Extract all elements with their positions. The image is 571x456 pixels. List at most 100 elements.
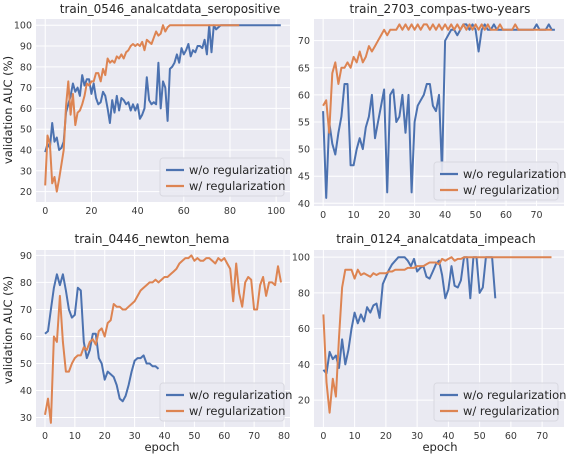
series-line-w-regularization — [322, 256, 552, 414]
x-tick-label: 80 — [278, 431, 290, 442]
y-tick-label: 20 — [20, 187, 32, 198]
y-tick-label: 100 — [292, 253, 310, 264]
legend-label: w/ regularization — [463, 183, 559, 197]
series-lines — [322, 23, 555, 199]
y-tick-label: 40 — [20, 146, 32, 157]
series-lines — [44, 254, 282, 424]
y-tick-label: 60 — [298, 324, 310, 335]
tick-labels: 0 10 20 30 40 50 60 70 40 45 50 55 60 65 70 — [298, 36, 543, 221]
panel-title: train_0124_analcatdata_impeach — [336, 232, 535, 246]
y-tick-label: 70 — [20, 83, 32, 94]
y-tick-label: 40 — [298, 199, 310, 210]
x-tick-label: 40 — [442, 431, 454, 442]
y-tick-label: 70 — [20, 305, 32, 316]
y-tick-label: 55 — [298, 117, 310, 128]
x-tick-label: 70 — [531, 210, 543, 221]
y-tick-label: 45 — [298, 172, 310, 183]
x-tick-label: 30 — [129, 431, 141, 442]
x-axis-label: epoch — [422, 440, 457, 454]
x-tick-label: 20 — [380, 431, 392, 442]
x-tick-label: 10 — [69, 431, 81, 442]
tick-labels: 0 10 20 30 40 50 60 70 80 30 40 50 60 70 80 90 — [20, 251, 290, 442]
x-tick-label: 80 — [224, 206, 236, 217]
y-tick-label: 60 — [20, 104, 32, 115]
legend: w/o regularization w/ regularization — [159, 157, 292, 197]
tick-labels: 0 20 40 60 80 100 20 30 40 50 60 70 80 90 100 — [14, 21, 285, 217]
y-tick-label: 70 — [298, 36, 310, 47]
series-line-wo-regularization — [44, 273, 160, 403]
y-axis-label: validation AUC (%) — [1, 276, 15, 384]
x-tick-label: 40 — [439, 210, 451, 221]
panel-impeach: train_0124_analcatdata_impeach epoch 0 10… — [292, 232, 567, 454]
x-tick-label: 20 — [85, 206, 97, 217]
y-tick-label: 60 — [20, 332, 32, 343]
legend-box — [433, 161, 559, 201]
y-tick-label: 30 — [20, 166, 32, 177]
x-tick-label: 100 — [267, 206, 285, 217]
x-tick-label: 60 — [178, 206, 190, 217]
x-tick-label: 30 — [411, 431, 423, 442]
x-tick-label: 70 — [248, 431, 260, 442]
y-tick-label: 50 — [20, 359, 32, 370]
x-tick-label: 60 — [500, 210, 512, 221]
series-lines — [44, 24, 281, 193]
legend: w/o regularization w/ regularization — [159, 382, 292, 422]
y-tick-label: 100 — [14, 21, 32, 32]
x-tick-label: 50 — [188, 431, 200, 442]
x-tick-label: 70 — [536, 431, 548, 442]
y-tick-label: 50 — [298, 145, 310, 156]
x-tick-label: 60 — [218, 431, 230, 442]
panel-newton-hema: train_0446_newton_hema validation AUC (%… — [1, 232, 292, 454]
legend-label: w/o regularization — [463, 167, 566, 181]
y-tick-label: 90 — [20, 42, 32, 53]
y-tick-label: 40 — [20, 386, 32, 397]
x-tick-label: 0 — [320, 431, 326, 442]
x-tick-label: 40 — [158, 431, 170, 442]
series-lines — [322, 256, 552, 414]
legend-label: w/ regularization — [189, 404, 285, 418]
legend-label: w/ regularization — [189, 179, 285, 193]
y-tick-label: 50 — [20, 125, 32, 136]
x-tick-label: 10 — [349, 431, 361, 442]
legend-box — [159, 157, 285, 197]
tick-labels: 0 10 20 30 40 50 60 70 20 40 60 80 100 — [292, 253, 548, 442]
series-line-w-regularization — [44, 24, 240, 193]
x-tick-label: 50 — [470, 210, 482, 221]
x-tick-label: 50 — [474, 431, 486, 442]
y-tick-label: 60 — [298, 90, 310, 101]
y-tick-label: 40 — [298, 360, 310, 371]
panel-compas: train_2703_compas-two-years 0 10 20 30 40 50 6… — [298, 2, 566, 221]
y-tick-label: 20 — [298, 396, 310, 407]
y-tick-label: 80 — [298, 288, 310, 299]
legend-label: w/o regularization — [463, 388, 566, 402]
panel-title: train_2703_compas-two-years — [350, 2, 531, 16]
legend: w/o regularization w/ regularization — [433, 161, 566, 201]
series-line-w-regularization — [44, 254, 282, 424]
x-tick-label: 60 — [505, 431, 517, 442]
x-tick-label: 0 — [42, 206, 48, 217]
x-tick-label: 30 — [409, 210, 421, 221]
legend-box — [159, 382, 285, 422]
panel-title: train_0546_analcatdata_seropositive — [60, 2, 281, 16]
x-tick-label: 20 — [378, 210, 390, 221]
legend-label: w/o regularization — [189, 163, 292, 177]
x-tick-label: 0 — [42, 431, 48, 442]
legend-label: w/ regularization — [463, 404, 559, 418]
series-line-wo-regularization — [44, 24, 281, 153]
panel-title: train_0446_newton_hema — [75, 232, 230, 246]
series-line-wo-regularization — [322, 23, 555, 199]
y-tick-label: 90 — [20, 251, 32, 262]
y-tick-label: 30 — [20, 413, 32, 424]
y-tick-label: 80 — [20, 278, 32, 289]
y-axis-label: validation AUC (%) — [1, 56, 15, 164]
legend: w/o regularization w/ regularization — [433, 382, 566, 422]
x-tick-label: 20 — [99, 431, 111, 442]
legend-label: w/o regularization — [189, 388, 292, 402]
x-tick-label: 10 — [348, 210, 360, 221]
panel-seropositive: train_0546_analcatdata_seropositive vali… — [1, 2, 292, 217]
x-tick-label: 0 — [320, 210, 326, 221]
x-axis-label: epoch — [144, 440, 179, 454]
legend-box — [433, 382, 559, 422]
x-tick-label: 40 — [132, 206, 144, 217]
